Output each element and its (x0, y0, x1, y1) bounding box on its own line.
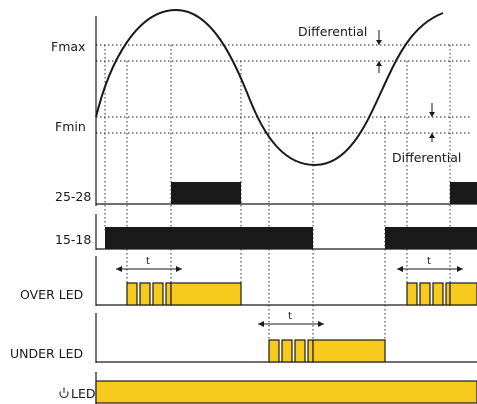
over-led-flash (165, 282, 172, 306)
under-led-delay: t (258, 311, 324, 327)
over-led-flash (139, 282, 151, 306)
over-led-flash (152, 282, 164, 306)
over-led-flash (126, 282, 138, 306)
over-delay-t-1: t (146, 256, 150, 267)
power-led-on (95, 380, 477, 404)
over-led-flash (445, 282, 451, 306)
differential-bottom-label: Differential (392, 150, 461, 165)
power-icon (59, 387, 69, 398)
fmax-label: Fmax (51, 39, 85, 54)
over-led-flash (406, 282, 418, 306)
fmin-label: Fmin (55, 119, 86, 134)
relay-15-18-label: 15-18 (55, 232, 91, 247)
over-led-delay-1: t (116, 256, 182, 272)
differential-top-marker (376, 30, 382, 73)
under-delay-t: t (288, 311, 292, 322)
under-led-flash (281, 339, 293, 363)
over-led-flash (419, 282, 431, 306)
over-led-on (449, 282, 477, 306)
over-led-label: OVER LED (20, 287, 83, 302)
relay-25-28-on-1 (171, 182, 241, 204)
under-led-flash (268, 339, 280, 363)
differential-top-label: Differential (298, 24, 367, 39)
relay-25-28-label: 25-28 (55, 189, 91, 204)
under-led-label: UNDER LED (10, 346, 83, 361)
power-led-label: LED (71, 386, 96, 401)
under-led-flash (294, 339, 306, 363)
over-led-flash (432, 282, 444, 306)
under-led-flash (307, 339, 314, 363)
over-led-on (170, 282, 242, 306)
differential-bottom-marker (429, 103, 435, 142)
relay-25-28-on-2 (450, 182, 477, 204)
frequency-wave (95, 8, 444, 167)
over-led-delay-2: t (397, 256, 463, 272)
under-led-on (312, 339, 386, 363)
over-delay-t-2: t (427, 256, 431, 267)
relay-15-18-on-2 (385, 227, 477, 249)
relay-15-18-on-1 (105, 227, 313, 249)
